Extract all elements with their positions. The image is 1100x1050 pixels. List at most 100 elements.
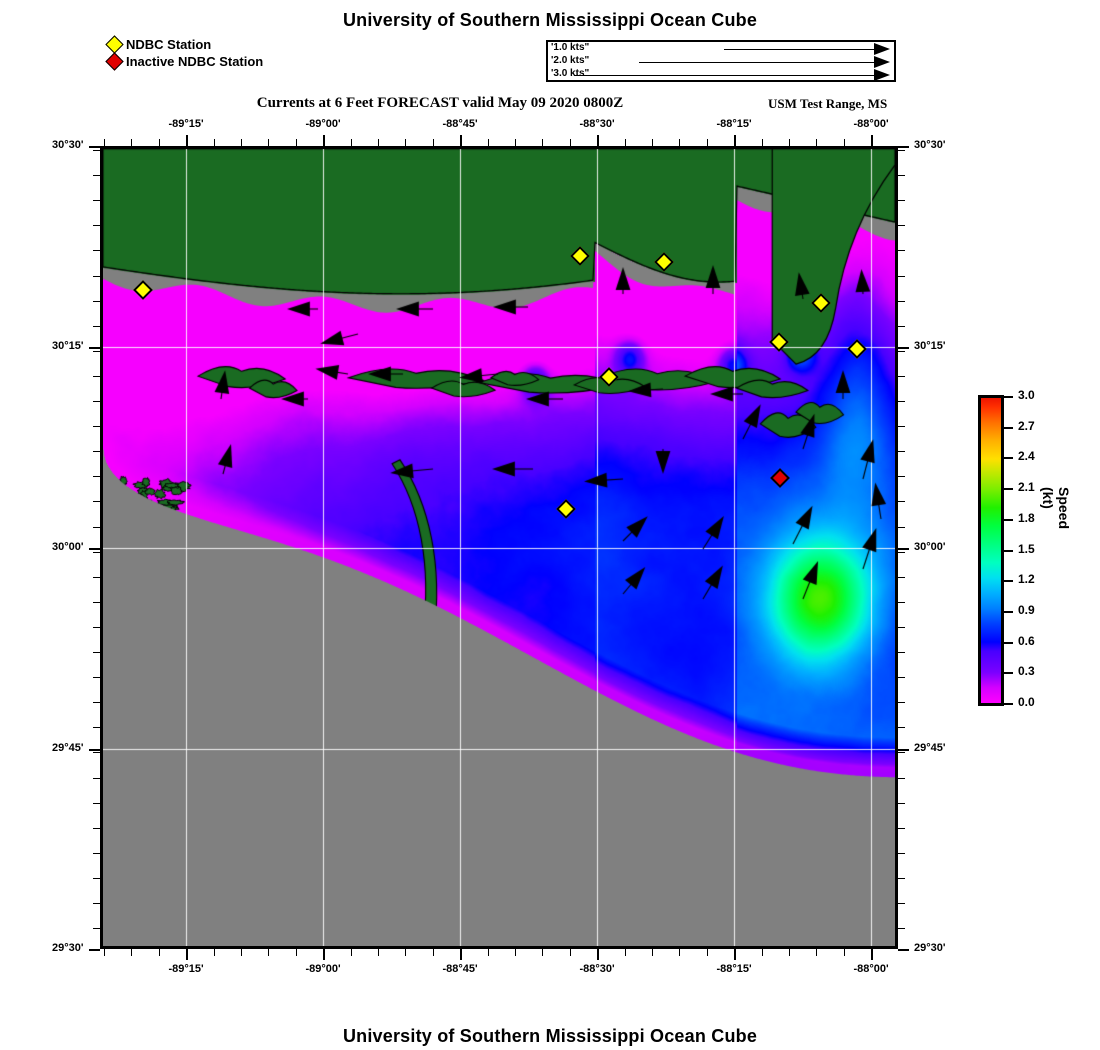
y-axis-label: 30°30' [914, 139, 946, 151]
vector-scale-row-1: '1.0 kts" [548, 42, 894, 55]
y-minor-tick [93, 777, 100, 779]
colorbar-tick-label: 0.6 [1018, 634, 1035, 648]
colorbar-tick-label: 0.3 [1018, 664, 1035, 678]
y-minor-tick [898, 626, 905, 628]
y-minor-tick [93, 576, 100, 578]
y-minor-tick [898, 677, 905, 679]
y-minor-tick [898, 526, 905, 528]
y-axis-label: 30°00' [52, 541, 84, 553]
x-minor-tick [624, 949, 626, 956]
x-minor-tick [268, 139, 270, 146]
colorbar-tick-label: 1.8 [1018, 511, 1035, 525]
colorbar-tick-label: 2.4 [1018, 449, 1035, 463]
y-axis-label: 29°30' [914, 942, 946, 954]
x-minor-tick [378, 139, 379, 146]
colorbar-tick [1004, 519, 1013, 521]
x-minor-tick [295, 139, 297, 146]
x-minor-tick [213, 949, 215, 956]
x-minor-tick [104, 949, 105, 956]
y-minor-tick [93, 200, 100, 202]
x-major-tick [186, 135, 188, 146]
vector-scale-line-1 [724, 49, 874, 50]
colorbar-tick [1004, 396, 1013, 398]
x-minor-tick [241, 139, 242, 146]
x-minor-tick [158, 949, 160, 956]
x-axis-label: -88°30' [579, 963, 615, 975]
y-major-tick [89, 949, 100, 951]
x-minor-tick [816, 949, 818, 956]
y-minor-tick [898, 275, 905, 277]
y-major-tick [89, 749, 100, 751]
y-minor-tick [898, 300, 905, 302]
vector-scale-line-3 [574, 75, 874, 76]
y-minor-tick [898, 501, 905, 503]
y-minor-tick [93, 928, 100, 930]
colorbar-gradient [978, 395, 1004, 706]
x-major-tick [460, 135, 462, 146]
y-minor-tick [898, 802, 905, 804]
x-minor-tick [542, 139, 544, 146]
x-minor-tick [350, 949, 352, 956]
x-minor-tick [761, 949, 763, 956]
x-minor-tick [843, 949, 845, 956]
colorbar-tick-label: 3.0 [1018, 388, 1035, 402]
x-minor-tick [843, 139, 845, 146]
y-major-tick [898, 347, 909, 349]
red-diamond-icon [105, 52, 124, 71]
x-minor-tick [295, 949, 297, 956]
y-major-tick [89, 548, 100, 550]
y-minor-tick [93, 677, 100, 679]
legend-label-inactive-ndbc-station: Inactive NDBC Station [126, 54, 264, 69]
x-minor-tick [515, 949, 516, 956]
colorbar-tick-label: 0.9 [1018, 603, 1035, 617]
y-axis-label: 29°45' [52, 742, 84, 754]
x-axis-label: -88°15' [716, 118, 752, 130]
y-minor-tick [898, 727, 905, 729]
y-minor-tick [93, 702, 100, 704]
y-minor-tick [93, 903, 100, 904]
y-minor-tick [898, 877, 905, 879]
x-major-tick [871, 135, 873, 146]
y-minor-tick [93, 300, 100, 302]
vector-scale-label-2: '2.0 kts" [551, 55, 590, 66]
x-major-tick [460, 949, 462, 960]
chart-subtitle: Currents at 6 Feet FORECAST valid May 09… [256, 95, 624, 111]
colorbar-tick [1004, 672, 1013, 674]
current-speed-heatmap [103, 149, 895, 946]
colorbar-tick-label: 2.7 [1018, 419, 1035, 433]
x-major-tick [734, 949, 736, 960]
y-minor-tick [93, 350, 100, 352]
x-major-tick [186, 949, 188, 960]
colorbar-tick [1004, 550, 1013, 552]
colorbar-tick [1004, 642, 1013, 644]
legend-item-ndbc-station: NDBC Station [105, 35, 263, 54]
x-minor-tick [706, 949, 708, 956]
y-major-tick [898, 548, 909, 550]
x-minor-tick [679, 139, 681, 146]
x-minor-tick [350, 139, 352, 146]
y-minor-tick [898, 903, 905, 904]
y-major-tick [898, 749, 909, 751]
y-minor-tick [898, 375, 905, 377]
colorbar-tick-label: 0.0 [1018, 695, 1035, 709]
x-axis-label: -89°00' [305, 963, 341, 975]
vector-scale-line-2 [639, 62, 874, 63]
x-minor-tick [487, 139, 489, 146]
x-minor-tick [405, 139, 407, 146]
x-minor-tick [761, 139, 763, 146]
x-major-tick [597, 949, 599, 960]
y-major-tick [898, 146, 909, 148]
vector-arrowhead-1 [874, 43, 890, 55]
y-minor-tick [898, 200, 905, 202]
y-minor-tick [93, 827, 100, 829]
x-minor-tick [569, 949, 571, 956]
x-minor-tick [706, 139, 708, 146]
x-major-tick [734, 135, 736, 146]
y-minor-tick [898, 827, 905, 829]
x-minor-tick [432, 949, 434, 956]
x-minor-tick [487, 949, 489, 956]
legend-label-ndbc-station: NDBC Station [126, 37, 212, 52]
colorbar-tick [1004, 580, 1013, 582]
y-minor-tick [898, 350, 905, 352]
map-panel[interactable] [100, 146, 898, 949]
